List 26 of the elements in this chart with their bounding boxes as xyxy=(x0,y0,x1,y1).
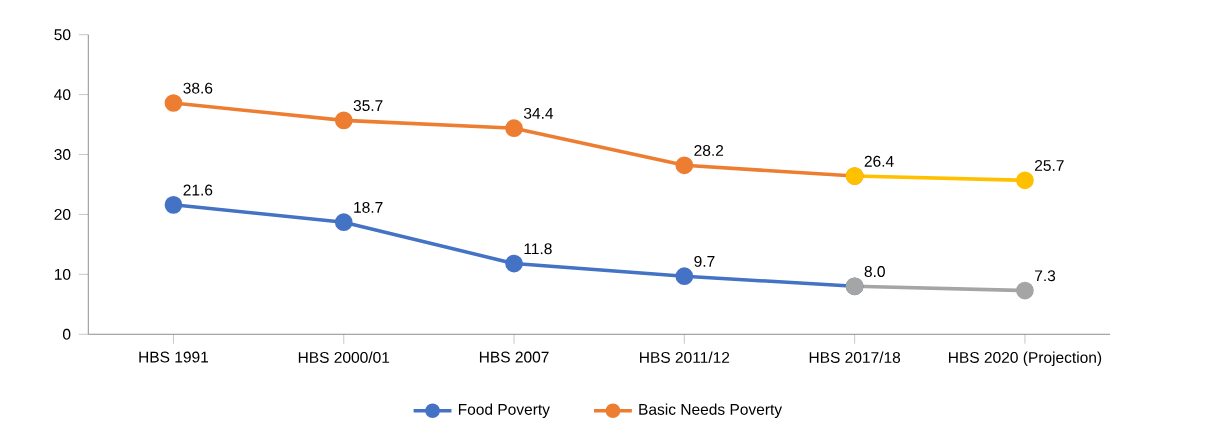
data-label: 7.3 xyxy=(1035,270,1056,282)
legend-label: Food Poverty xyxy=(458,403,550,419)
data-label: 9.7 xyxy=(694,256,715,268)
data-label: 21.6 xyxy=(183,184,213,196)
y-tick-label: 0 xyxy=(62,328,71,340)
legend-label: Basic Needs Poverty xyxy=(639,403,783,419)
data-label: 26.4 xyxy=(864,155,894,167)
x-tick-label: HBS 2020 (Projection) xyxy=(949,351,1102,367)
data-label: 35.7 xyxy=(353,100,383,112)
data-label: 38.6 xyxy=(183,82,213,94)
x-tick-label: HBS 1991 xyxy=(139,351,209,363)
data-label: 8.0 xyxy=(864,266,885,278)
x-tick-label: HBS 2011/12 xyxy=(640,351,730,364)
y-tick-label: 40 xyxy=(54,89,71,101)
x-tick-label: HBS 2000/01 xyxy=(298,351,390,364)
data-label: 34.4 xyxy=(523,108,554,120)
data-label: 25.7 xyxy=(1035,160,1064,172)
data-label: 11.8 xyxy=(524,243,552,255)
x-tick-label: HBS 2017/18 xyxy=(809,351,901,364)
y-tick-label: 30 xyxy=(54,149,71,161)
data-label: 28.2 xyxy=(694,145,724,157)
x-tick-label: HBS 2007 xyxy=(479,351,549,363)
data-label: 18.7 xyxy=(354,202,383,214)
y-tick-label: 50 xyxy=(54,29,71,41)
y-tick-label: 10 xyxy=(54,269,71,281)
y-tick-label: 20 xyxy=(54,209,71,221)
